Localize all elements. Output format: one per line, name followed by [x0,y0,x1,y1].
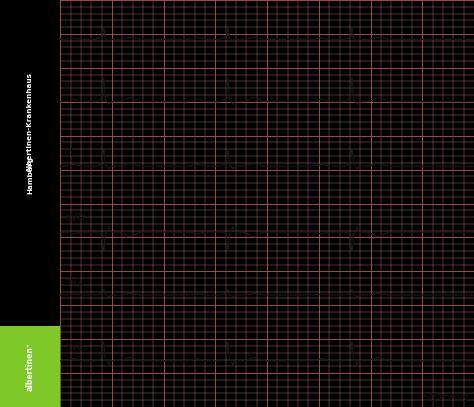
Text: albertinen⁺: albertinen⁺ [26,342,35,391]
Text: II: II [64,83,70,93]
Text: 50 mm/s: 50 mm/s [423,393,469,403]
Text: I: I [64,21,67,31]
Text: Hamburg: Hamburg [27,156,33,194]
Text: Albertinen-Krankenhaus: Albertinen-Krankenhaus [27,72,33,172]
Bar [0,326,60,407]
Text: aVF: aVF [64,342,84,352]
Text: aVR: aVR [64,213,85,223]
Text: aVL: aVL [64,276,83,287]
Text: III: III [64,148,73,158]
